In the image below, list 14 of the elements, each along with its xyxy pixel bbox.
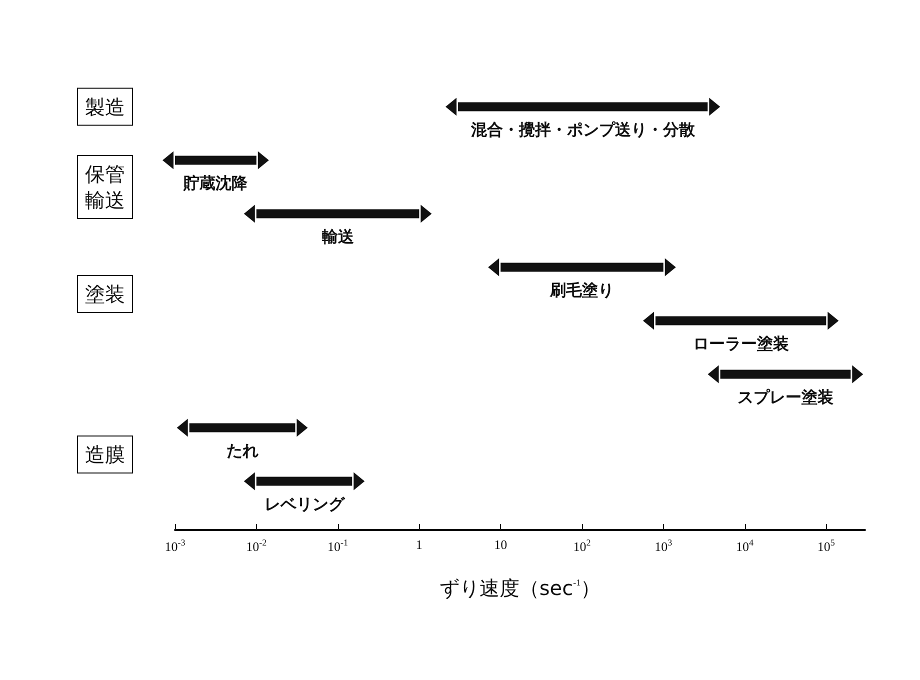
text: 製造 (85, 94, 125, 119)
x-tick-label: 1 (416, 537, 422, 552)
y-tick-label: ローラー塗装 (692, 334, 789, 353)
y-tick-label: 輸送 (320, 226, 354, 246)
y-tick-label: 貯蔵沈降 (182, 173, 249, 192)
y-tick-label: レベリング (264, 494, 346, 514)
x-tick-label: 10 (494, 537, 508, 552)
y-tick-label: たれ (226, 440, 258, 460)
y-tick-label: 混合・攪拌・ポンプ送り・分散 (470, 120, 696, 139)
text: 保管輸送 (85, 162, 125, 212)
y-tick-label: 刷毛塗り (548, 280, 614, 300)
text: 造膜 (85, 442, 125, 466)
text: 塗装 (85, 282, 125, 306)
y-tick-label: スプレー塗装 (737, 387, 834, 406)
